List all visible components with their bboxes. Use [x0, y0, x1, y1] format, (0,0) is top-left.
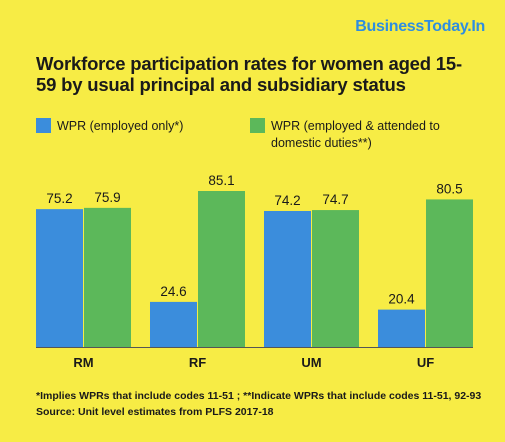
bar-um-series-1	[264, 210, 311, 347]
bar-uf-series-2	[426, 199, 473, 347]
bar-uf-series-1	[378, 309, 425, 347]
x-tick-label-um: UM	[301, 355, 321, 370]
data-label-um-series-2: 74.7	[322, 192, 348, 207]
footnote-codes: *Implies WPRs that include codes 11-51 ;…	[36, 390, 482, 402]
data-label-rf-series-1: 24.6	[160, 284, 186, 299]
legend-swatch-2	[250, 118, 265, 133]
chart-title: Workforce participation rates for women …	[36, 53, 462, 95]
x-tick-label-rm: RM	[73, 355, 93, 370]
data-label-uf-series-1: 20.4	[388, 292, 415, 307]
data-label-rm-series-2: 75.9	[94, 190, 120, 205]
bar-rf-series-1	[150, 301, 197, 347]
bar-rm-series-2	[84, 207, 131, 347]
data-label-rf-series-2: 85.1	[208, 173, 234, 188]
legend-label-2: WPR (employed & attended to domestic duti…	[271, 119, 440, 150]
x-tick-label-uf: UF	[417, 355, 434, 370]
bar-rm-series-1	[36, 209, 83, 347]
legend-label-1: WPR (employed only*)	[57, 119, 183, 133]
footnote-source: Source: Unit level estimates from PLFS 2…	[36, 406, 274, 418]
x-tick-label-rf: RF	[189, 355, 206, 370]
footnote: *Implies WPRs that include codes 11-51 ;…	[36, 388, 496, 420]
brand-logo: BusinessToday.In	[355, 18, 485, 35]
data-label-rm-series-1: 75.2	[46, 191, 72, 206]
data-label-um-series-1: 74.2	[274, 193, 300, 208]
bar-rf-series-2	[198, 191, 245, 347]
legend-swatch-1	[36, 118, 51, 133]
bar-um-series-2	[312, 210, 359, 347]
data-label-uf-series-2: 80.5	[436, 181, 462, 196]
